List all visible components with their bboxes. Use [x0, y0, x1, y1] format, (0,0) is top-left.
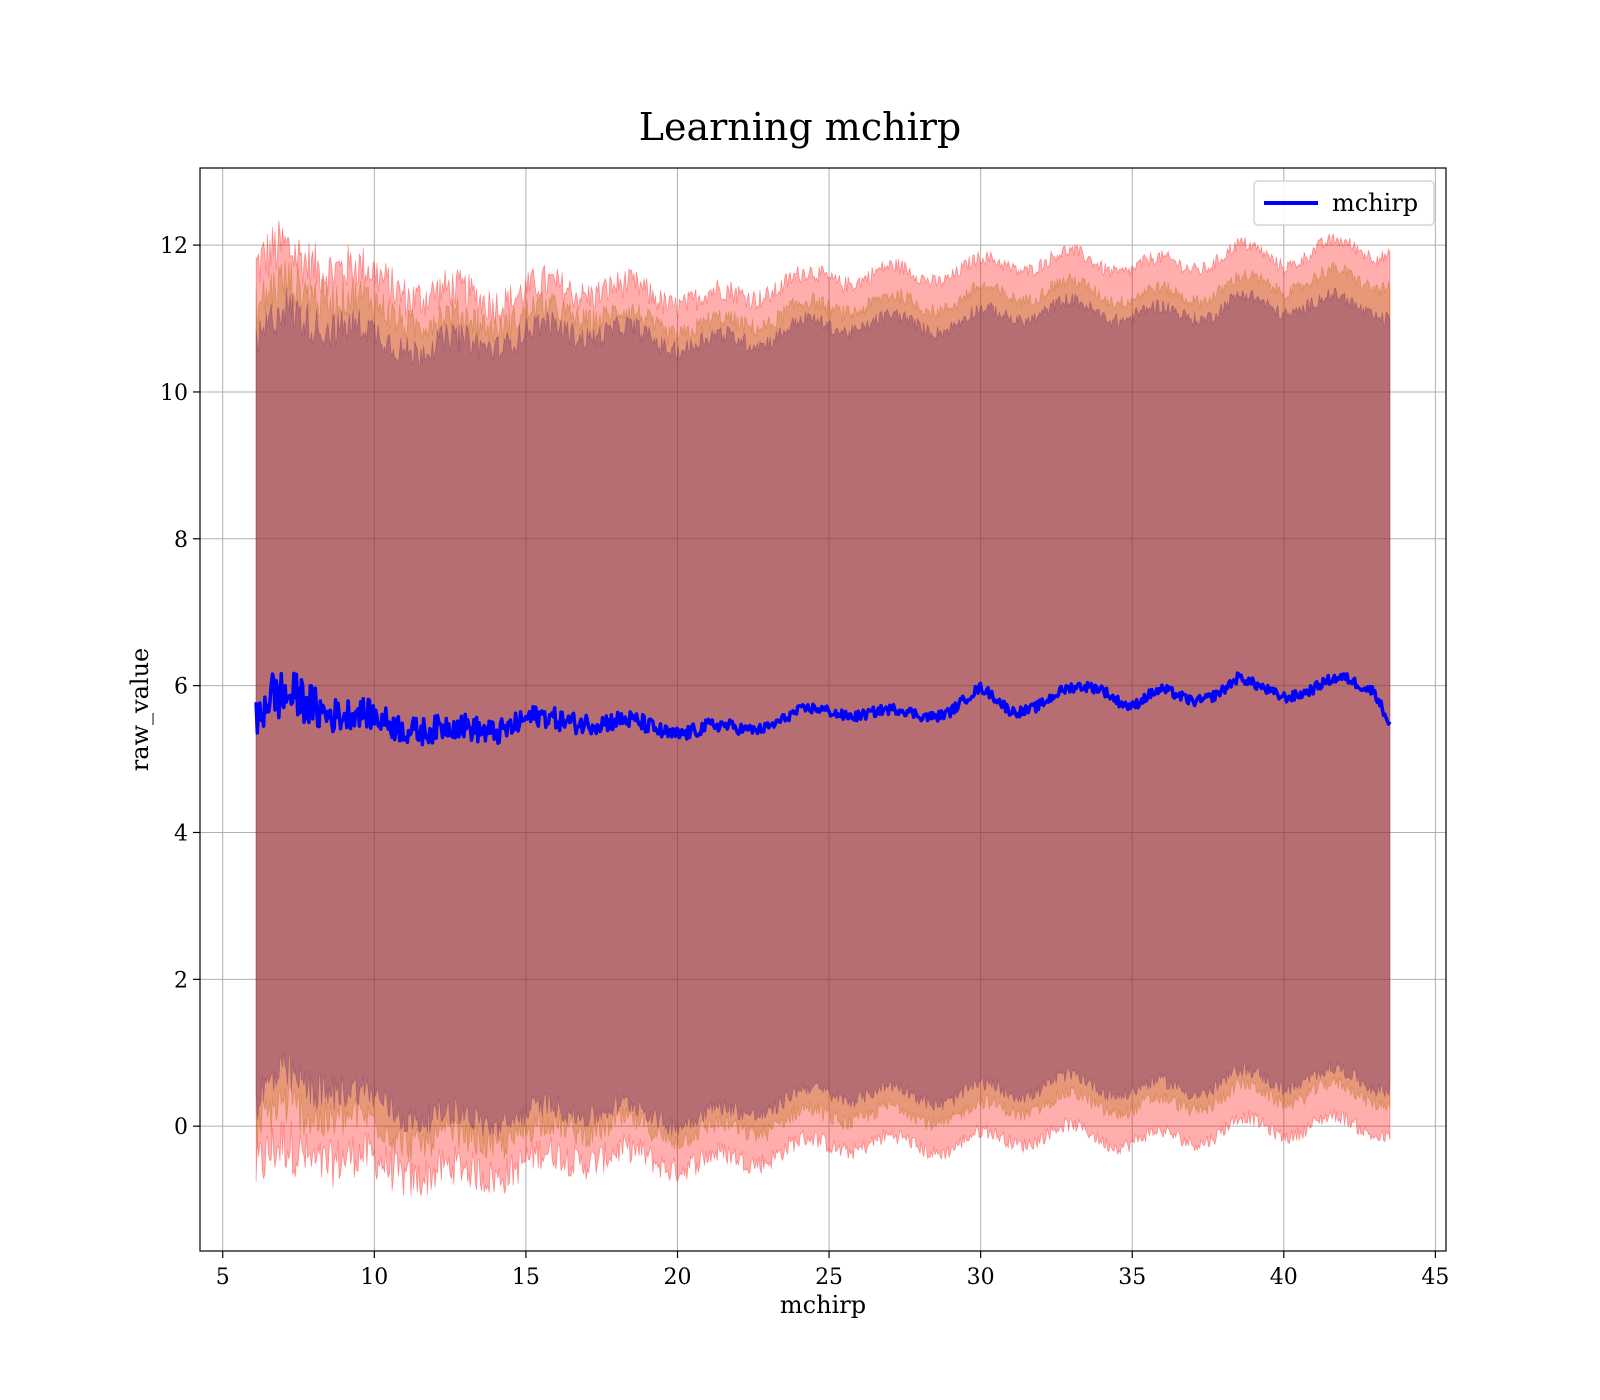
- y-axis-label: raw_value: [126, 648, 154, 772]
- band-2: [255, 287, 1391, 1140]
- x-tick-label: 35: [1118, 1265, 1146, 1290]
- x-tick-label: 40: [1270, 1265, 1298, 1290]
- plot-frame: [199, 167, 1447, 1252]
- x-tick-label: 10: [360, 1265, 388, 1290]
- legend-label-mchirp: mchirp: [1332, 189, 1418, 217]
- x-axis-label: mchirp: [780, 1291, 866, 1319]
- y-tick-label: 10: [160, 381, 188, 406]
- x-tick-label: 20: [663, 1265, 691, 1290]
- y-tick-label: 0: [174, 1115, 188, 1140]
- y-axis-ticks: 0 2 4 6 8 10 12: [160, 234, 200, 1140]
- chart-title: Learning mchirp: [639, 105, 961, 149]
- legend: mchirp: [1253, 180, 1435, 226]
- x-tick-label: 25: [815, 1265, 843, 1290]
- y-tick-label: 6: [174, 675, 188, 700]
- y-tick-label: 2: [174, 968, 188, 993]
- x-tick-label: 30: [967, 1265, 995, 1290]
- x-axis-ticks: 5 10 15 20 25 30 35 40 45: [216, 1251, 1449, 1290]
- x-tick-label: 45: [1421, 1265, 1449, 1290]
- legend-box: [1253, 180, 1435, 226]
- x-tick-label: 5: [216, 1265, 230, 1290]
- series-lines: [254, 671, 1392, 747]
- y-tick-label: 12: [160, 234, 188, 259]
- y-tick-label: 4: [174, 821, 188, 846]
- x-tick-label: 15: [512, 1265, 540, 1290]
- y-tick-label: 8: [174, 528, 188, 553]
- series-line-0: [254, 671, 1392, 747]
